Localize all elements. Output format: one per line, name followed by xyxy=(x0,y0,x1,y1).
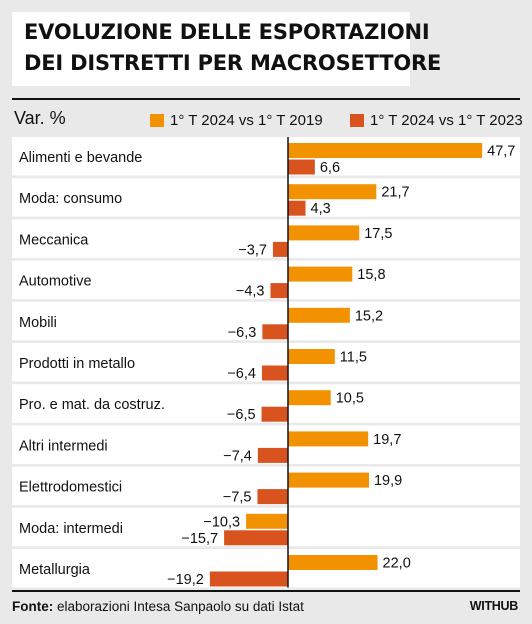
category-label: Elettrodomestici xyxy=(19,480,122,496)
chart-title-line-2: DEI DISTRETTI PER MACROSETTORE xyxy=(24,51,442,75)
bar-series-1 xyxy=(288,266,353,282)
category-label: Prodotti in metallo xyxy=(19,356,135,372)
category-label: Metallurgia xyxy=(19,562,91,578)
data-label-series-2: 6,6 xyxy=(320,160,340,176)
bar-series-2 xyxy=(262,324,288,340)
data-label-series-2: −4,3 xyxy=(236,284,265,300)
category-label: Automotive xyxy=(19,274,92,290)
bar-series-1 xyxy=(288,390,331,406)
withub-logo: WITHUB xyxy=(469,599,519,613)
data-label-series-1: 17,5 xyxy=(364,226,392,242)
data-label-series-1: 19,7 xyxy=(373,432,401,448)
legend-swatch-series-1 xyxy=(150,114,164,127)
data-label-series-1: 11,5 xyxy=(340,350,367,366)
bar-series-2 xyxy=(261,406,288,422)
data-label-series-2: −6,5 xyxy=(227,407,256,423)
data-label-series-2: −6,3 xyxy=(228,325,257,341)
bar-series-2 xyxy=(224,530,288,546)
category-label: Moda: consumo xyxy=(19,191,122,207)
title-box: EVOLUZIONE DELLE ESPORTAZIONI DEI DISTRE… xyxy=(12,12,441,86)
data-label-series-2: −19,2 xyxy=(167,572,204,588)
legend-swatch-series-2 xyxy=(350,114,364,127)
bar-series-1 xyxy=(288,472,369,488)
bar-series-2 xyxy=(209,571,288,587)
top-rule xyxy=(12,98,520,100)
source-label: Fonte: xyxy=(12,599,54,614)
category-label: Mobili xyxy=(19,315,57,331)
bar-series-1 xyxy=(288,349,335,364)
bar-series-1 xyxy=(288,184,377,200)
bar-series-2 xyxy=(288,159,315,175)
bar-series-1 xyxy=(288,225,360,241)
bottom-rule xyxy=(12,590,520,592)
data-label-series-1: 22,0 xyxy=(383,556,411,572)
bar-series-2 xyxy=(272,241,288,257)
bar-series-1 xyxy=(288,143,483,158)
data-label-series-2: 4,3 xyxy=(311,201,331,217)
data-label-series-1: 15,8 xyxy=(357,267,385,283)
unit-label: Var. % xyxy=(14,108,66,128)
data-label-series-1: 19,9 xyxy=(374,473,402,489)
category-label: Altri intermedi xyxy=(19,438,108,454)
data-label-series-2: −7,5 xyxy=(223,490,252,506)
bar-series-1 xyxy=(246,513,288,529)
data-label-series-2: −3,7 xyxy=(238,242,267,258)
row-band xyxy=(12,178,520,217)
bar-series-1 xyxy=(288,307,350,323)
legend-label-series-2: 1° T 2024 vs 1° T 2023 xyxy=(370,112,523,129)
bar-series-2 xyxy=(257,447,288,463)
legend-label-series-1: 1° T 2024 vs 1° T 2019 xyxy=(170,112,323,129)
category-label: Alimenti e bevande xyxy=(19,150,142,166)
bar-series-2 xyxy=(257,489,288,505)
data-label-series-2: −6,4 xyxy=(227,366,256,382)
data-label-series-1: 47,7 xyxy=(487,144,515,160)
chart-title-line-1: EVOLUZIONE DELLE ESPORTAZIONI xyxy=(24,20,430,44)
row-band xyxy=(12,219,520,258)
source-note: Fonte: elaborazioni Intesa Sanpaolo su d… xyxy=(12,599,304,614)
category-label: Pro. e mat. da costruz. xyxy=(19,397,165,413)
bar-series-1 xyxy=(288,431,369,447)
bar-series-2 xyxy=(270,283,288,299)
bar-series-2 xyxy=(288,200,306,216)
data-label-series-1: 15,2 xyxy=(355,308,383,324)
data-label-series-2: −15,7 xyxy=(181,531,218,547)
data-label-series-1: 21,7 xyxy=(381,185,409,201)
category-label: Moda: intermedi xyxy=(19,521,123,537)
data-label-series-2: −7,4 xyxy=(223,448,252,464)
data-label-series-1: −10,3 xyxy=(203,514,240,530)
source-text: elaborazioni Intesa Sanpaolo su dati Ist… xyxy=(53,599,304,614)
row-band xyxy=(12,260,520,300)
bar-series-1 xyxy=(288,555,378,570)
data-label-series-1: 10,5 xyxy=(336,391,364,407)
bar-series-2 xyxy=(261,365,288,381)
category-label: Meccanica xyxy=(19,232,89,248)
